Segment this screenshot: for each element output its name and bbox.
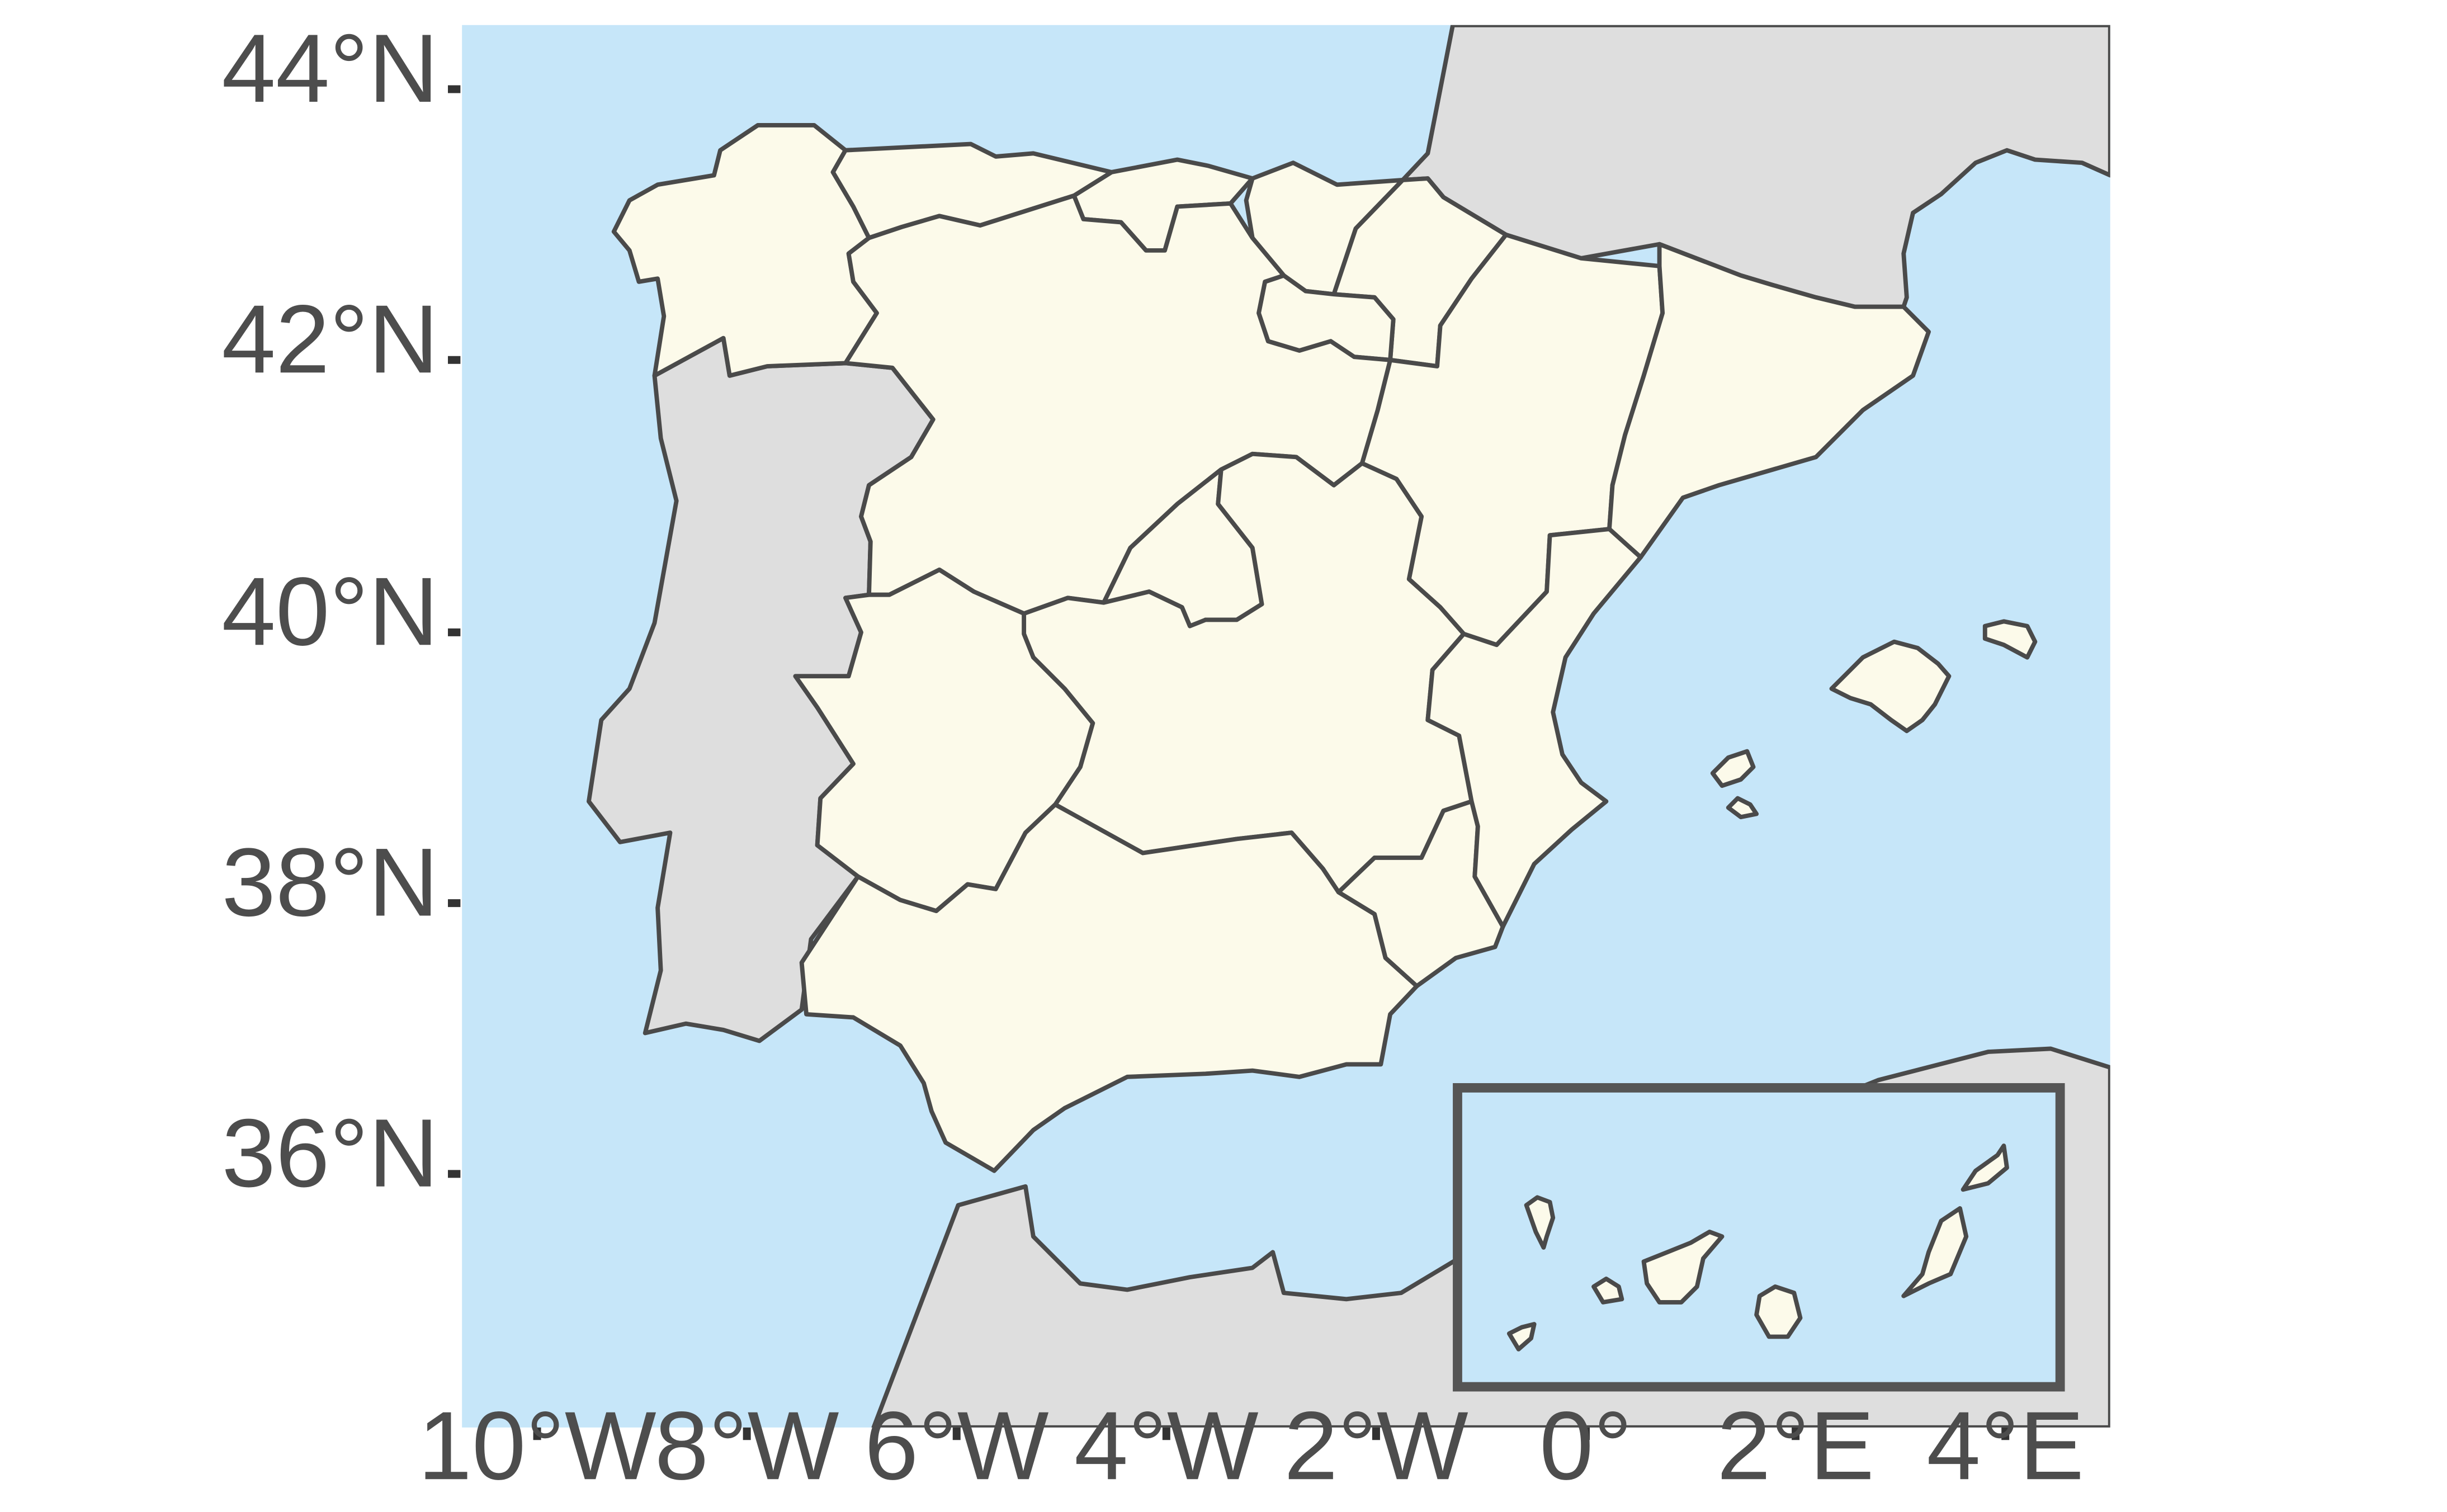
region-andalucia bbox=[799, 802, 1419, 1173]
y-tick-label: 40°N bbox=[221, 557, 438, 665]
x-axis: 10°W 8°W 6°W 4°W 2°W 0° 2°E 4°E bbox=[418, 1391, 2084, 1500]
x-tick-label: 10°W bbox=[418, 1391, 656, 1500]
y-axis: 44°N 42°N 40°N 38°N 36°N bbox=[221, 14, 461, 1207]
island-gran-canaria bbox=[1754, 1284, 1803, 1339]
y-tick-label: 44°N bbox=[221, 14, 438, 122]
island-ibiza bbox=[1710, 749, 1756, 788]
island-la-gomera bbox=[1591, 1277, 1624, 1305]
y-tick-label: 38°N bbox=[221, 828, 438, 937]
x-tick-label: 2°E bbox=[1717, 1391, 1874, 1500]
island-tenerife bbox=[1641, 1230, 1725, 1305]
x-tick-label: 4°W bbox=[1074, 1391, 1259, 1500]
y-tick-label: 42°N bbox=[221, 285, 438, 393]
x-tick-label: 0° bbox=[1539, 1391, 1632, 1500]
x-tick-label: 6°W bbox=[865, 1391, 1049, 1500]
x-tick-label: 8°W bbox=[655, 1391, 839, 1500]
island-menorca bbox=[1982, 619, 2038, 660]
island-formentera bbox=[1726, 796, 1759, 820]
x-tick-label: 4°E bbox=[1926, 1391, 2084, 1500]
island-el-hierro bbox=[1506, 1322, 1537, 1352]
island-fuerteventura bbox=[1901, 1206, 1969, 1298]
inset-frame bbox=[1453, 1083, 2065, 1392]
island-mallorca bbox=[1829, 639, 1952, 734]
island-lanzarote bbox=[1961, 1144, 2009, 1192]
region-valencia bbox=[1425, 527, 1643, 929]
x-tick-label: 2°W bbox=[1284, 1391, 1468, 1500]
region-cataluna bbox=[1607, 242, 1931, 560]
island-la-palma bbox=[1524, 1195, 1556, 1250]
y-tick-label: 36°N bbox=[221, 1099, 438, 1207]
canary-islands-inset bbox=[1453, 1083, 2065, 1392]
